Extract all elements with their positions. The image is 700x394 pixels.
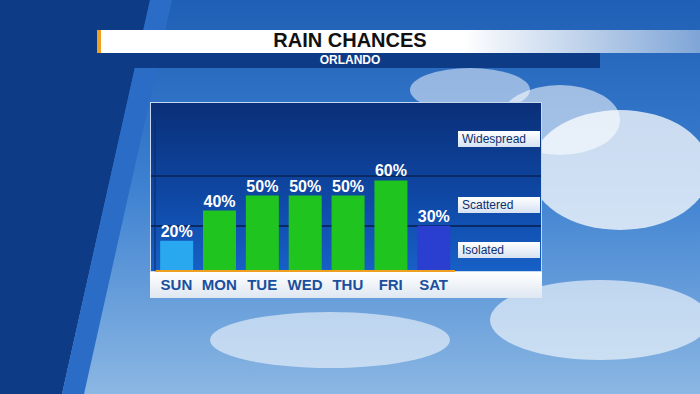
svg-text:WED: WED — [288, 276, 323, 293]
svg-text:30%: 30% — [418, 208, 450, 225]
svg-text:50%: 50% — [332, 178, 364, 195]
html-text:Widespread: Widespread — [462, 132, 526, 146]
svg-text:40%: 40% — [203, 193, 235, 210]
svg-text:60%: 60% — [375, 162, 407, 179]
svg-text:TUE: TUE — [247, 276, 277, 293]
svg-text:MON: MON — [202, 276, 237, 293]
html-text:RAIN CHANCES: RAIN CHANCES — [273, 29, 427, 51]
svg-text:50%: 50% — [246, 178, 278, 195]
html-text:ORLANDO: ORLANDO — [319, 53, 381, 67]
svg-text:50%: 50% — [289, 178, 321, 195]
html-text:Scattered: Scattered — [462, 198, 514, 212]
svg-text:SAT: SAT — [419, 276, 448, 293]
svg-text:FRI: FRI — [379, 276, 403, 293]
svg-text:THU: THU — [332, 276, 363, 293]
html-text:Isolated: Isolated — [462, 243, 504, 257]
svg-text:20%: 20% — [161, 223, 193, 240]
svg-text:SUN: SUN — [161, 276, 193, 293]
